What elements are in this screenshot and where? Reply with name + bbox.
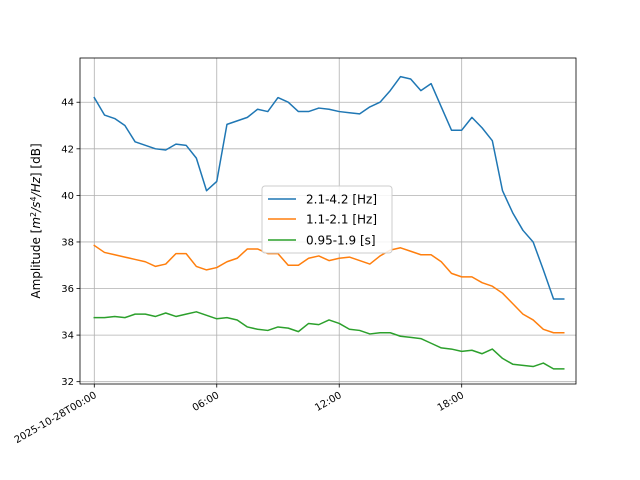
ylabel-part-8: ] [dB] xyxy=(29,143,43,177)
series-line-1 xyxy=(93,244,565,334)
ylabel-part-3: / xyxy=(29,206,43,213)
ylabel-part-1: m xyxy=(29,217,43,229)
y-tick-label: 36 xyxy=(61,284,74,295)
legend-label-2: 0.95-1.9 [s] xyxy=(306,234,376,248)
series-layer xyxy=(93,75,565,370)
ylabel-part-2: 2 xyxy=(29,212,38,217)
ylabel-part-0: Amplitude [ xyxy=(29,229,43,299)
plot-frame xyxy=(79,57,577,385)
legend-label-0: 2.1-4.2 [Hz] xyxy=(306,193,377,207)
y-tick-label: 38 xyxy=(61,237,74,248)
ylabel-part-5: 4 xyxy=(29,196,38,201)
y-tick-label: 32 xyxy=(61,377,74,388)
y-tick-label: 44 xyxy=(61,98,74,109)
series-line-0 xyxy=(93,75,565,300)
legend: 2.1-4.2 [Hz] 1.1-2.1 [Hz] 0.95-1.9 [s] xyxy=(261,185,393,254)
ylabel-part-6: / xyxy=(29,190,43,197)
legend-box xyxy=(261,185,393,254)
ylabel-part-4: s xyxy=(29,202,43,208)
y-axis-ticks: 32 34 36 38 40 42 44 xyxy=(61,98,80,388)
y-tick-label: 40 xyxy=(61,191,74,202)
legend-label-1: 1.1-2.1 [Hz] xyxy=(306,213,377,227)
series-line-2 xyxy=(93,311,565,370)
ylabel-part-7: Hz xyxy=(29,176,43,192)
y-tick-label: 34 xyxy=(61,331,74,342)
y-tick-label: 42 xyxy=(61,144,74,155)
y-axis-label: Amplitude [m2/s4/Hz] [dB] xyxy=(29,143,44,298)
grid xyxy=(80,58,576,384)
